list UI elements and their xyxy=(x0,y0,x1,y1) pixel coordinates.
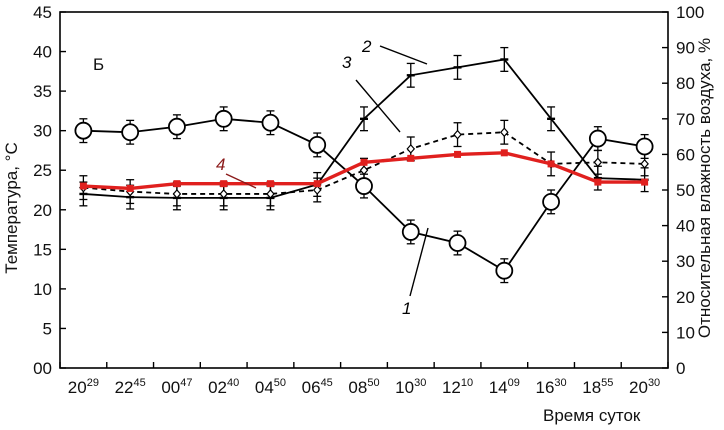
series-4-marker xyxy=(313,180,321,188)
x-tick-label: 1409 xyxy=(489,377,520,397)
x-tick-label: 0450 xyxy=(255,377,286,397)
series-1-marker xyxy=(355,177,373,195)
y-left-tick-label: 40 xyxy=(33,43,52,62)
series-1-marker xyxy=(588,129,607,148)
series-4-marker xyxy=(454,150,462,158)
y-left-tick-label: 45 xyxy=(33,3,52,22)
y-left-tick-label: 5 xyxy=(43,319,52,338)
y-right-tick-label: 100 xyxy=(676,3,704,22)
series-4-marker xyxy=(79,182,87,190)
series-layer: 23 4 1 xyxy=(74,37,654,318)
y-right-axis-title: Относительная влажность воздуха, % xyxy=(695,38,714,338)
y-right-tick-label: 10 xyxy=(676,323,695,342)
x-tick-label: 2245 xyxy=(115,377,146,397)
y-right-tick-label: 30 xyxy=(676,252,695,271)
series-1-label: 1 xyxy=(402,299,411,318)
y-left-tick-label: 35 xyxy=(33,82,52,101)
y-right-tick-label: 70 xyxy=(676,110,695,129)
series-1-marker xyxy=(214,109,233,128)
x-tick-label: 1210 xyxy=(442,377,473,397)
series-4-leader xyxy=(225,173,257,189)
series-2-label: 2 xyxy=(361,37,372,56)
series-4-marker xyxy=(594,178,602,186)
series-4-marker xyxy=(360,158,368,166)
series-1-leader xyxy=(409,227,429,297)
series-1-marker xyxy=(121,123,140,142)
series-4-marker xyxy=(407,154,415,162)
series-1-marker xyxy=(635,137,654,156)
series-4-marker xyxy=(500,149,508,157)
x-tick-label: 2030 xyxy=(629,377,660,397)
y-left-tick-label: 25 xyxy=(33,161,52,180)
series-3-label: 3 xyxy=(342,53,352,72)
series-2-leader xyxy=(379,45,428,65)
series-3-marker xyxy=(640,158,649,169)
series-3-marker xyxy=(312,185,322,195)
y-left-tick-label: 30 xyxy=(33,122,52,141)
x-tick-label: 1855 xyxy=(582,377,613,397)
series-1-marker xyxy=(448,234,467,252)
series-4-marker xyxy=(126,184,134,192)
series-3-leader xyxy=(355,79,401,133)
series-1-marker xyxy=(308,136,327,154)
y-right-tick-label: 0 xyxy=(676,359,685,378)
series-3-marker xyxy=(453,129,462,140)
x-tick-label: 2029 xyxy=(68,377,99,397)
series-4-marker xyxy=(220,180,228,188)
series-4-marker xyxy=(266,180,274,188)
series-4-marker xyxy=(173,180,181,188)
series-3-marker xyxy=(266,189,275,199)
ticks-layer: 0051015202530354045010203040506070809010… xyxy=(33,3,704,397)
series-1-marker xyxy=(74,121,93,140)
x-tick-label: 0047 xyxy=(161,377,192,397)
series-3-marker xyxy=(593,157,603,168)
x-tick-label: 0240 xyxy=(208,377,239,397)
series-4-marker xyxy=(547,160,555,168)
series-3-marker xyxy=(359,165,369,176)
labels-layer: Б Время суток Температура, °С Относитель… xyxy=(2,38,714,425)
series-1-marker xyxy=(168,117,186,136)
y-right-tick-label: 80 xyxy=(676,74,695,93)
panel-label: Б xyxy=(93,55,104,74)
y-left-tick-label: 20 xyxy=(33,201,52,220)
x-tick-label: 1630 xyxy=(535,377,566,397)
y-right-tick-label: 40 xyxy=(676,217,695,236)
x-axis-title: Время суток xyxy=(543,406,641,425)
y-left-tick-label: 15 xyxy=(33,240,52,259)
series-1-marker xyxy=(401,223,420,241)
series-3-marker xyxy=(219,189,228,199)
series-3-marker xyxy=(406,143,416,154)
y-right-tick-label: 60 xyxy=(676,145,695,164)
y-right-tick-label: 90 xyxy=(676,39,695,58)
y-left-axis-title: Температура, °С xyxy=(2,142,21,273)
series-4-label: 4 xyxy=(216,155,225,174)
y-right-tick-label: 50 xyxy=(676,181,695,200)
x-tick-label: 0645 xyxy=(302,377,333,397)
series-1-marker xyxy=(261,113,280,132)
x-tick-label: 1030 xyxy=(395,377,426,397)
series-3-marker xyxy=(172,189,182,199)
y-left-tick-label: 00 xyxy=(33,359,52,378)
series-1-marker xyxy=(495,261,514,280)
series-3-marker xyxy=(500,127,509,138)
y-right-tick-label: 20 xyxy=(676,288,695,307)
y-left-tick-label: 10 xyxy=(33,280,52,299)
x-tick-label: 0850 xyxy=(348,377,379,397)
series-1-marker xyxy=(542,192,560,211)
series-4-marker xyxy=(641,178,649,186)
